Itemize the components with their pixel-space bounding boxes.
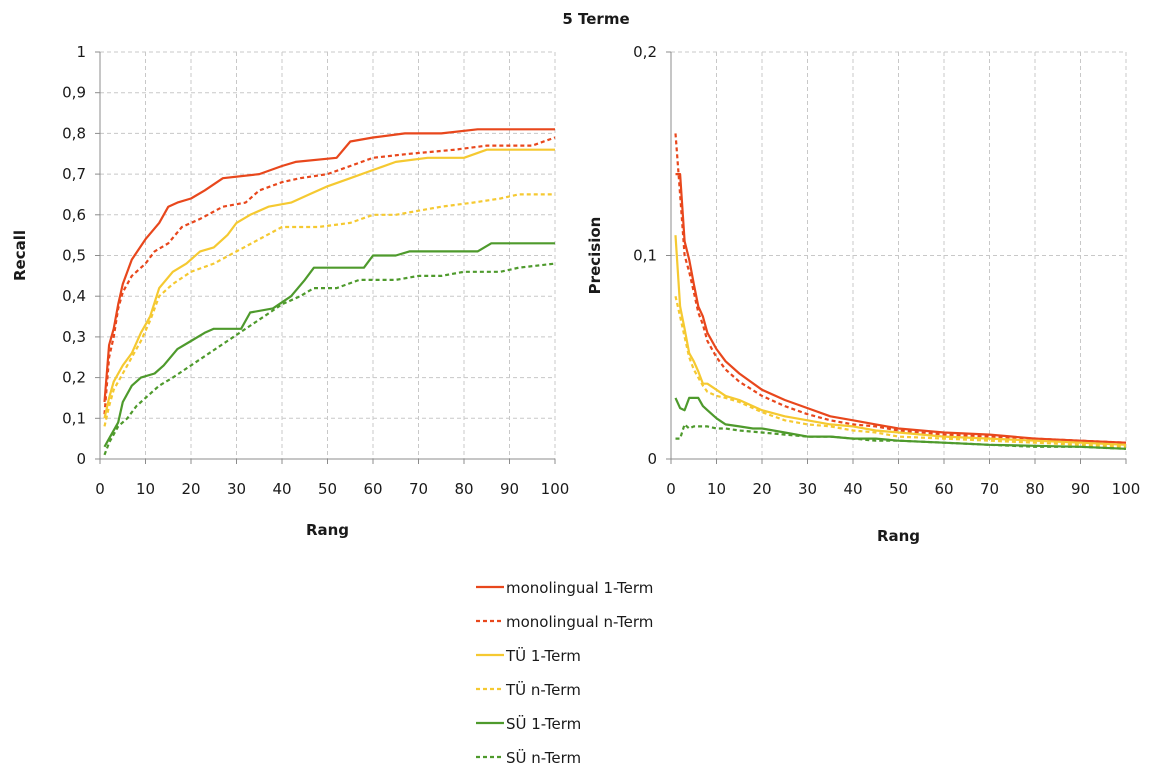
recall-y-tick-label: 0,7 <box>62 165 86 183</box>
legend-item-s-1-term: SÜ 1-Term <box>476 714 581 733</box>
recall-series-monolingual-1-term <box>103 128 555 403</box>
legend-item-s-n-term: SÜ n-Term <box>476 748 581 764</box>
recall-y-tick-label: 0,6 <box>62 206 86 224</box>
recall-x-tick-label: 30 <box>227 480 246 498</box>
recall-y-tick-label: 0,8 <box>62 124 86 142</box>
precision-x-tick-label: 10 <box>707 480 726 498</box>
precision-plot: 0 0,1 0,2 0 10 20 30 40 50 60 70 80 90 100 Rang Precisi… <box>586 43 1140 545</box>
precision-x-tick-label: 40 <box>843 480 862 498</box>
precision-y-tick-label: 0,1 <box>633 247 657 265</box>
precision-series-t-1-term <box>674 235 1127 446</box>
recall-series-s-1-term <box>103 242 555 448</box>
recall-series-t-n-term <box>103 193 555 427</box>
recall-y-tick-label: 0,1 <box>62 409 86 427</box>
recall-y-tick-label: 0,4 <box>62 287 86 305</box>
recall-series-t-1-term <box>103 148 555 419</box>
legend-label: SÜ 1-Term <box>506 714 581 733</box>
legend-label: SÜ n-Term <box>506 748 581 764</box>
legend-item-t-n-term: TÜ n-Term <box>476 680 581 699</box>
legend-item-monolingual-n-term: monolingual n-Term <box>476 613 653 631</box>
recall-x-tick-label: 90 <box>500 480 519 498</box>
precision-x-tick-label: 0 <box>666 480 676 498</box>
precision-y-axis-title: Precision <box>586 217 604 295</box>
precision-y-tick-label: 0 <box>647 450 657 468</box>
legend-item-t-1-term: TÜ 1-Term <box>476 646 581 665</box>
recall-y-tick-label: 0,2 <box>62 369 86 387</box>
recall-plot: 00,10,20,30,40,50,60,70,80,910 10 20 30 40 50… <box>11 43 569 539</box>
recall-y-axis-title: Recall <box>11 230 29 281</box>
precision-x-tick-label: 90 <box>1071 480 1090 498</box>
precision-series-s-n-term <box>675 423 1127 450</box>
recall-x-axis-title: Rang <box>306 521 349 539</box>
precision-x-tick-label: 80 <box>1025 480 1044 498</box>
recall-x-tick-label: 100 <box>541 480 570 498</box>
recall-x-tick-label: 60 <box>363 480 382 498</box>
precision-x-tick-label: 100 <box>1112 480 1141 498</box>
recall-x-tick-label: 70 <box>409 480 428 498</box>
legend-label: monolingual 1-Term <box>506 579 653 597</box>
recall-x-tick-label: 10 <box>136 480 155 498</box>
recall-x-tick-label: 40 <box>272 480 291 498</box>
recall-x-tick-label: 80 <box>454 480 473 498</box>
precision-series-monolingual-n-term <box>674 133 1127 444</box>
precision-x-tick-label: 50 <box>889 480 908 498</box>
recall-y-tick-label: 0,9 <box>62 84 86 102</box>
precision-series-t-n-term <box>674 295 1127 448</box>
legend-item-monolingual-1-term: monolingual 1-Term <box>476 579 653 597</box>
precision-x-tick-label: 20 <box>752 480 771 498</box>
recall-x-tick-label: 20 <box>181 480 200 498</box>
precision-x-tick-label: 60 <box>934 480 953 498</box>
legend-label: monolingual n-Term <box>506 613 653 631</box>
recall-x-tick-label: 50 <box>318 480 337 498</box>
precision-series-monolingual-1-term <box>675 173 1127 444</box>
precision-x-tick-label: 70 <box>980 480 999 498</box>
recall-x-tick-label: 0 <box>95 480 105 498</box>
precision-x-tick-label: 30 <box>798 480 817 498</box>
recall-series-s-n-term <box>103 262 556 456</box>
chart-title: 5 Terme <box>562 10 629 28</box>
recall-y-tick-label: 0,3 <box>62 328 86 346</box>
precision-y-tick-label: 0,2 <box>633 43 657 61</box>
recall-y-tick-label: 0,5 <box>62 247 86 265</box>
recall-y-tick-label: 1 <box>76 43 86 61</box>
recall-y-tick-label: 0 <box>76 450 86 468</box>
legend-label: TÜ n-Term <box>505 680 581 699</box>
recall-series-monolingual-n-term <box>103 136 556 415</box>
legend: monolingual 1-Term monolingual n-Term TÜ 1… <box>476 579 653 764</box>
legend-label: TÜ 1-Term <box>505 646 581 665</box>
precision-x-axis-title: Rang <box>877 527 920 545</box>
